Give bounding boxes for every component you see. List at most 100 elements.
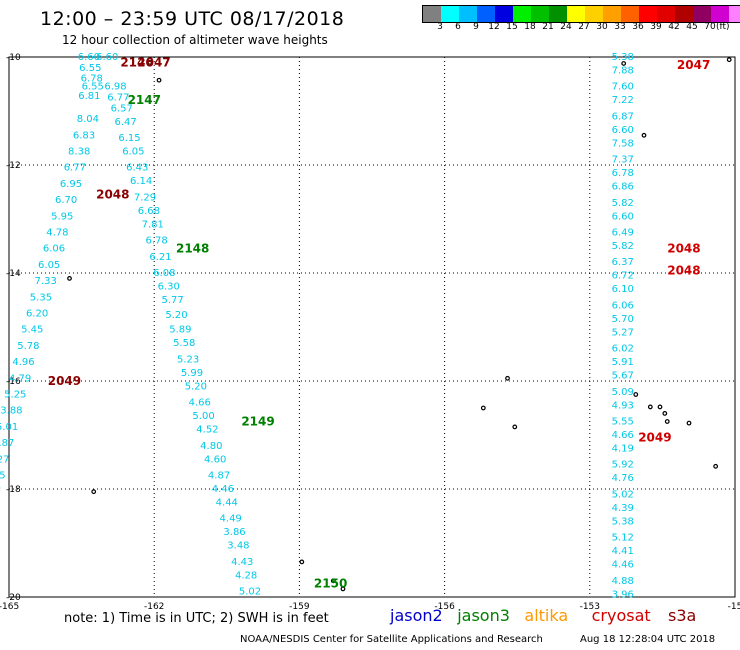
wave-height-value: 7.33 xyxy=(35,276,57,287)
colorbar-swatch xyxy=(639,6,657,22)
wave-height-value: 5.67 xyxy=(612,371,634,382)
colorbar-swatch xyxy=(441,6,459,22)
pass-time-label: 2147 xyxy=(128,93,161,107)
wave-height-value: 3.86 xyxy=(223,527,245,538)
pass-time-label: 2048 xyxy=(96,188,129,202)
wave-height-value: 4.96 xyxy=(12,357,34,368)
wave-height-value: 4.46 xyxy=(612,560,634,571)
wave-height-value: 6.95 xyxy=(60,179,82,190)
wave-height-value: 5.89 xyxy=(169,325,191,336)
wave-height-value: 5.35 xyxy=(30,292,52,303)
wave-height-value: 6.06 xyxy=(612,300,634,311)
wave-height-value: 5.01 xyxy=(0,422,18,433)
lon-tick-label: -15 xyxy=(728,602,740,612)
wave-height-value: 5.20 xyxy=(165,310,187,321)
wave-height-value: 6.08 xyxy=(153,268,175,279)
lat-tick-label: -12 xyxy=(6,161,21,171)
wave-height-value: 7.81 xyxy=(142,219,164,230)
lat-tick-label: -16 xyxy=(6,377,21,387)
wave-height-value: 6.68 xyxy=(138,206,160,217)
wave-height-value: 5.02 xyxy=(239,587,261,598)
wave-height-value: 6.05 xyxy=(122,147,144,158)
lon-tick-label: -159 xyxy=(289,602,310,612)
wave-height-value: 6.02 xyxy=(612,344,634,355)
wave-height-value: 4.78 xyxy=(46,228,68,239)
colorbar-label: 21 xyxy=(542,22,554,32)
colorbar-label: 6 xyxy=(455,22,461,32)
wave-height-value: 5.38 xyxy=(612,516,634,527)
wave-height-value: 4.87 xyxy=(208,471,230,482)
colorbar-swatch xyxy=(585,6,603,22)
wave-height-value: 5.45 xyxy=(21,325,43,336)
lon-tick-label: -156 xyxy=(434,602,455,612)
wave-height-value: 6.55 xyxy=(79,63,101,74)
wave-height-value: 4.88 xyxy=(612,576,634,587)
wave-height-value: 6.70 xyxy=(55,195,77,206)
island-marker xyxy=(330,578,336,584)
legend-item-jason3: jason3 xyxy=(457,606,510,625)
colorbar-unit: (ft) xyxy=(716,22,730,32)
wave-height-value: 5.91 xyxy=(612,357,634,368)
wave-height-value: 6.72 xyxy=(612,271,634,282)
wave-height-value: 5.23 xyxy=(177,354,199,365)
wave-height-value: 6.43 xyxy=(126,163,148,174)
island-marker xyxy=(686,420,692,426)
colorbar-label: 70 xyxy=(704,22,716,32)
wave-height-value: 7.29 xyxy=(134,192,156,203)
wave-height-value: 6.15 xyxy=(118,133,140,144)
island-marker xyxy=(340,586,346,592)
lat-tick-label: -10 xyxy=(6,53,21,63)
wave-height-value: 5.70 xyxy=(612,314,634,325)
map-subtitle: 12 hour collection of altimeter wave hei… xyxy=(62,33,328,47)
wave-height-value: 6.98 xyxy=(104,82,126,93)
legend-item-cryosat: cryosat xyxy=(591,606,651,625)
colorbar-swatch xyxy=(477,6,495,22)
colorbar-label: 9 xyxy=(473,22,479,32)
wave-height-value: 6.78 xyxy=(81,74,103,85)
colorbar-label: 24 xyxy=(560,22,572,32)
wave-height-value: 5.20 xyxy=(185,381,207,392)
wave-height-value: 8.04 xyxy=(77,114,99,125)
wave-height-value: 4.80 xyxy=(200,441,222,452)
wave-height-value: 4.46 xyxy=(212,484,234,495)
wave-height-value: 7.88 xyxy=(612,66,634,77)
wave-height-value: 5.92 xyxy=(612,460,634,471)
island-marker xyxy=(641,132,647,138)
footnote: note: 1) Time is in UTC; 2) SWH is in fe… xyxy=(64,611,329,626)
wave-height-value: 6.60 xyxy=(96,52,118,63)
island-marker xyxy=(713,463,719,469)
island-marker xyxy=(67,276,72,281)
map-frame xyxy=(8,56,736,598)
wave-height-value: 5.82 xyxy=(612,241,634,252)
wave-height-value: 4.93 xyxy=(612,400,634,411)
wave-height-value: 5.95 xyxy=(51,211,73,222)
wave-height-value: 6.81 xyxy=(78,91,100,102)
wave-height-value: 5.58 xyxy=(173,338,195,349)
wave-height-value: 4.39 xyxy=(612,503,634,514)
wave-height-value: 6.49 xyxy=(612,228,634,239)
wave-height-value: 4.79 xyxy=(9,373,31,384)
wave-height-value: 6.57 xyxy=(111,103,133,114)
island-marker xyxy=(91,489,97,495)
wave-height-value: 5.55 xyxy=(612,417,634,428)
wave-height-value: 4.41 xyxy=(612,546,634,557)
colorbar-swatch xyxy=(621,6,639,22)
colorbar-swatch xyxy=(693,6,711,22)
lon-tick-label: -162 xyxy=(144,602,164,612)
wave-height-value: 6.83 xyxy=(73,130,95,141)
colorbar-label: 3 xyxy=(437,22,443,32)
wave-height-value: 6.77 xyxy=(107,93,129,104)
legend-item-altika: altika xyxy=(524,606,569,625)
wave-height-value: 5.78 xyxy=(17,341,39,352)
lon-tick-label: -153 xyxy=(580,602,600,612)
wave-height-value: 5.27 xyxy=(612,327,634,338)
wave-height-colorbar xyxy=(422,5,740,23)
colorbar-label: 45 xyxy=(686,22,698,32)
wave-height-value: 4.97 xyxy=(0,487,1,498)
lat-tick-label: -20 xyxy=(6,593,21,603)
wave-height-value: 6.78 xyxy=(145,236,167,247)
wave-height-value: 7.58 xyxy=(612,138,634,149)
wave-height-value: 7.37 xyxy=(612,155,634,166)
wave-height-value: 3.96 xyxy=(612,589,634,600)
wave-height-value: 3.88 xyxy=(0,406,22,417)
